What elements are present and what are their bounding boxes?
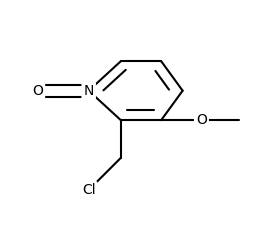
Text: N: N [84, 84, 94, 98]
Text: O: O [32, 84, 43, 98]
Text: Cl: Cl [82, 183, 96, 197]
Text: O: O [196, 113, 207, 127]
